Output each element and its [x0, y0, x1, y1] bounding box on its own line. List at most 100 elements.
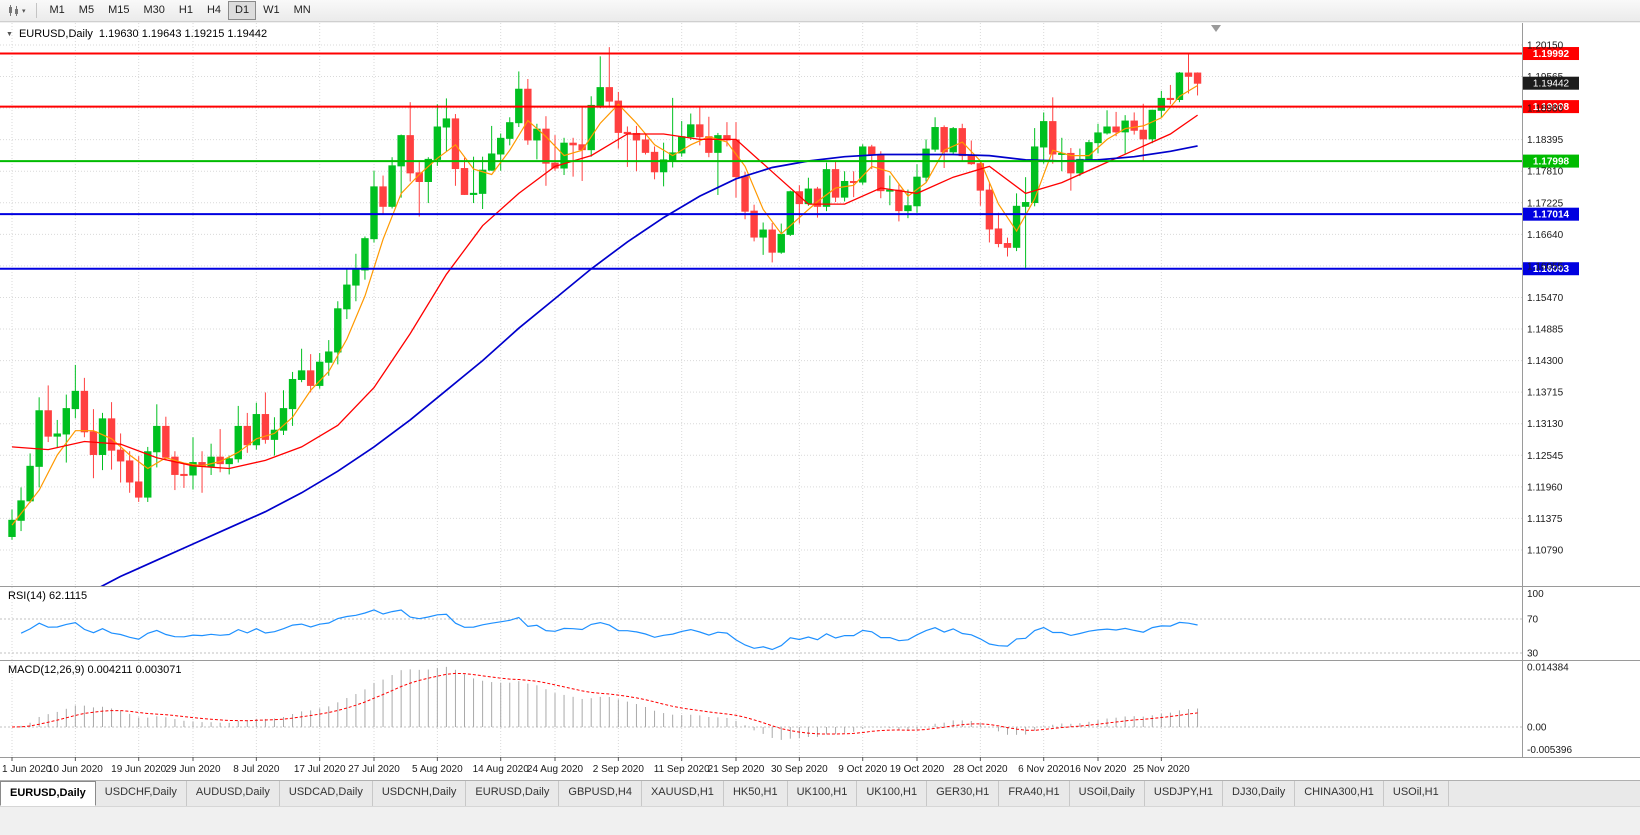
svg-text:1.18980: 1.18980	[1527, 104, 1564, 115]
top-toolbar: ▾ M1 M5 M15 M30 H1 H4 D1 W1 MN	[0, 0, 1640, 22]
horizontal-lines-layer: 1.19992 1.19008 1.17998 1.17014 1.16003 1.194…	[0, 47, 1579, 276]
svg-text:1.17225: 1.17225	[1527, 198, 1564, 209]
chart-shift-marker-icon[interactable]	[1211, 25, 1221, 32]
rsi-layer	[0, 609, 1522, 654]
svg-text:1.17810: 1.17810	[1527, 167, 1564, 178]
timeframe-button-m15[interactable]: M15	[101, 1, 136, 20]
chart-tab-uk100-h1[interactable]: UK100,H1	[788, 781, 858, 806]
svg-text:1.11375: 1.11375	[1527, 514, 1563, 525]
svg-text:1.19442: 1.19442	[1533, 79, 1570, 90]
macd-layer	[0, 666, 1522, 740]
svg-text:1.14300: 1.14300	[1527, 356, 1564, 367]
timeframe-button-m30[interactable]: M30	[136, 1, 171, 20]
svg-text:1.14885: 1.14885	[1527, 325, 1564, 336]
svg-text:24 Aug 2020: 24 Aug 2020	[527, 764, 584, 775]
svg-text:1.11960: 1.11960	[1527, 482, 1563, 493]
chart-symbol-period: EURUSD,Daily	[18, 28, 93, 40]
svg-text:30 Sep 2020: 30 Sep 2020	[771, 764, 828, 775]
current-price-badge	[1523, 76, 1579, 90]
svg-text:1.18395: 1.18395	[1527, 135, 1564, 146]
chart-tab-hk50-h1[interactable]: HK50,H1	[724, 781, 788, 806]
svg-text:1.13715: 1.13715	[1527, 388, 1564, 399]
chart-tab-usoil-h1[interactable]: USOil,H1	[1384, 781, 1449, 806]
chart-region: 1.19992 1.19008 1.17998 1.17014 1.16003 1.194…	[0, 23, 1640, 780]
chart-tab-xauusd-h1[interactable]: XAUUSD,H1	[642, 781, 724, 806]
svg-text:1.19992: 1.19992	[1533, 49, 1570, 60]
chart-tab-audusd-daily[interactable]: AUDUSD,Daily	[187, 781, 280, 806]
svg-text:2 Sep 2020: 2 Sep 2020	[593, 764, 645, 775]
svg-text:1.19008: 1.19008	[1533, 102, 1570, 113]
ma-slow-line	[100, 145, 1198, 586]
svg-text:70: 70	[1527, 615, 1539, 626]
svg-text:1.15470: 1.15470	[1527, 293, 1564, 304]
chart-tab-usdjpy-h1[interactable]: USDJPY,H1	[1145, 781, 1224, 806]
timeframe-button-h1[interactable]: H1	[172, 1, 200, 20]
chart-tab-eurusd-daily[interactable]: EURUSD,Daily	[466, 781, 560, 806]
chart-tabs-bar: EURUSD,Daily USDCHF,Daily AUDUSD,Daily USDC…	[0, 780, 1640, 806]
timeframe-button-d1[interactable]: D1	[228, 1, 257, 20]
svg-text:19 Oct 2020: 19 Oct 2020	[890, 764, 945, 775]
ma-fast-line	[11, 84, 1198, 526]
svg-text:1.12545: 1.12545	[1527, 451, 1564, 462]
chart-type-button[interactable]: ▾	[3, 3, 30, 18]
toolbar-separator	[35, 3, 37, 18]
chart-tab-usoil-daily[interactable]: USOil,Daily	[1070, 781, 1145, 806]
svg-text:25 Nov 2020: 25 Nov 2020	[1133, 764, 1190, 775]
svg-text:6 Nov 2020: 6 Nov 2020	[1018, 764, 1070, 775]
svg-text:1.16640: 1.16640	[1527, 230, 1564, 241]
svg-text:0.00: 0.00	[1527, 723, 1547, 734]
timeframe-button-h4[interactable]: H4	[200, 1, 228, 20]
svg-text:-0.005396: -0.005396	[1527, 745, 1572, 756]
svg-text:30: 30	[1527, 649, 1539, 660]
chart-tab-dj30-daily[interactable]: DJ30,Daily	[1223, 781, 1296, 806]
chevron-down-icon: ▾	[22, 7, 26, 15]
svg-text:11 Sep 2020: 11 Sep 2020	[654, 764, 710, 775]
svg-text:9 Oct 2020: 9 Oct 2020	[838, 764, 887, 775]
moving-averages-layer	[11, 84, 1198, 586]
timeframe-button-m5[interactable]: M5	[72, 1, 101, 20]
status-bar-area	[0, 806, 1640, 835]
svg-text:10 Jun 2020: 10 Jun 2020	[48, 764, 103, 775]
candlestick-chart-icon	[9, 5, 18, 16]
svg-text:17 Jul 2020: 17 Jul 2020	[294, 764, 346, 775]
svg-text:21 Sep 2020: 21 Sep 2020	[708, 764, 765, 775]
timeframe-button-m1[interactable]: M1	[43, 1, 72, 20]
chart-tab-gbpusd-h4[interactable]: GBPUSD,H4	[559, 781, 642, 806]
svg-text:1.16003: 1.16003	[1533, 264, 1570, 275]
svg-text:1.19565: 1.19565	[1527, 72, 1564, 83]
chart-tab-usdcad-daily[interactable]: USDCAD,Daily	[280, 781, 373, 806]
svg-text:1.13130: 1.13130	[1527, 419, 1564, 430]
chart-tab-uk100-h1[interactable]: UK100,H1	[857, 781, 928, 806]
price-scale[interactable]: 1.20150 1.19565 1.18980 1.18395 1.17810 1.172…	[1527, 41, 1572, 757]
rsi-indicator-label: RSI(14) 62.1115	[8, 590, 88, 602]
chart-tab-eurusd-daily[interactable]: EURUSD,Daily	[0, 781, 96, 806]
chart-tab-ger30-h1[interactable]: GER30,H1	[927, 781, 1000, 806]
chart-tab-usdchf-daily[interactable]: USDCHF,Daily	[96, 781, 187, 806]
quote-header: ▼ EURUSD,Daily 1.19630 1.19643 1.19215 1…	[6, 28, 267, 40]
svg-text:1.10790: 1.10790	[1527, 545, 1564, 556]
svg-text:8 Jul 2020: 8 Jul 2020	[233, 764, 280, 775]
chart-tab-usdcnh-daily[interactable]: USDCNH,Daily	[373, 781, 467, 806]
svg-text:5 Aug 2020: 5 Aug 2020	[412, 764, 463, 775]
svg-text:1.17014: 1.17014	[1533, 210, 1570, 221]
chart-canvas[interactable]: 1.19992 1.19008 1.17998 1.17014 1.16003 1.194…	[0, 23, 1640, 780]
svg-text:1 Jun 2020: 1 Jun 2020	[2, 764, 52, 775]
timeframe-button-w1[interactable]: W1	[256, 1, 287, 20]
svg-text:0.014384: 0.014384	[1527, 663, 1569, 674]
rsi-line	[20, 609, 1198, 651]
ma-mid-line	[11, 114, 1198, 470]
svg-text:1.16055: 1.16055	[1527, 261, 1564, 272]
chart-tab-fra40-h1[interactable]: FRA40,H1	[999, 781, 1070, 806]
timeframe-button-mn[interactable]: MN	[287, 1, 318, 20]
svg-text:27 Jul 2020: 27 Jul 2020	[348, 764, 400, 775]
chart-tab-china300-h1[interactable]: CHINA300,H1	[1295, 781, 1384, 806]
svg-text:19 Jun 2020: 19 Jun 2020	[111, 764, 166, 775]
svg-text:1.20150: 1.20150	[1527, 41, 1564, 52]
svg-text:1.17998: 1.17998	[1533, 157, 1570, 168]
macd-signal-line	[11, 672, 1198, 735]
svg-text:100: 100	[1527, 589, 1544, 600]
svg-text:14 Aug 2020: 14 Aug 2020	[473, 764, 530, 775]
svg-text:16 Nov 2020: 16 Nov 2020	[1070, 764, 1127, 775]
quote-expand-icon[interactable]: ▼	[6, 30, 13, 38]
